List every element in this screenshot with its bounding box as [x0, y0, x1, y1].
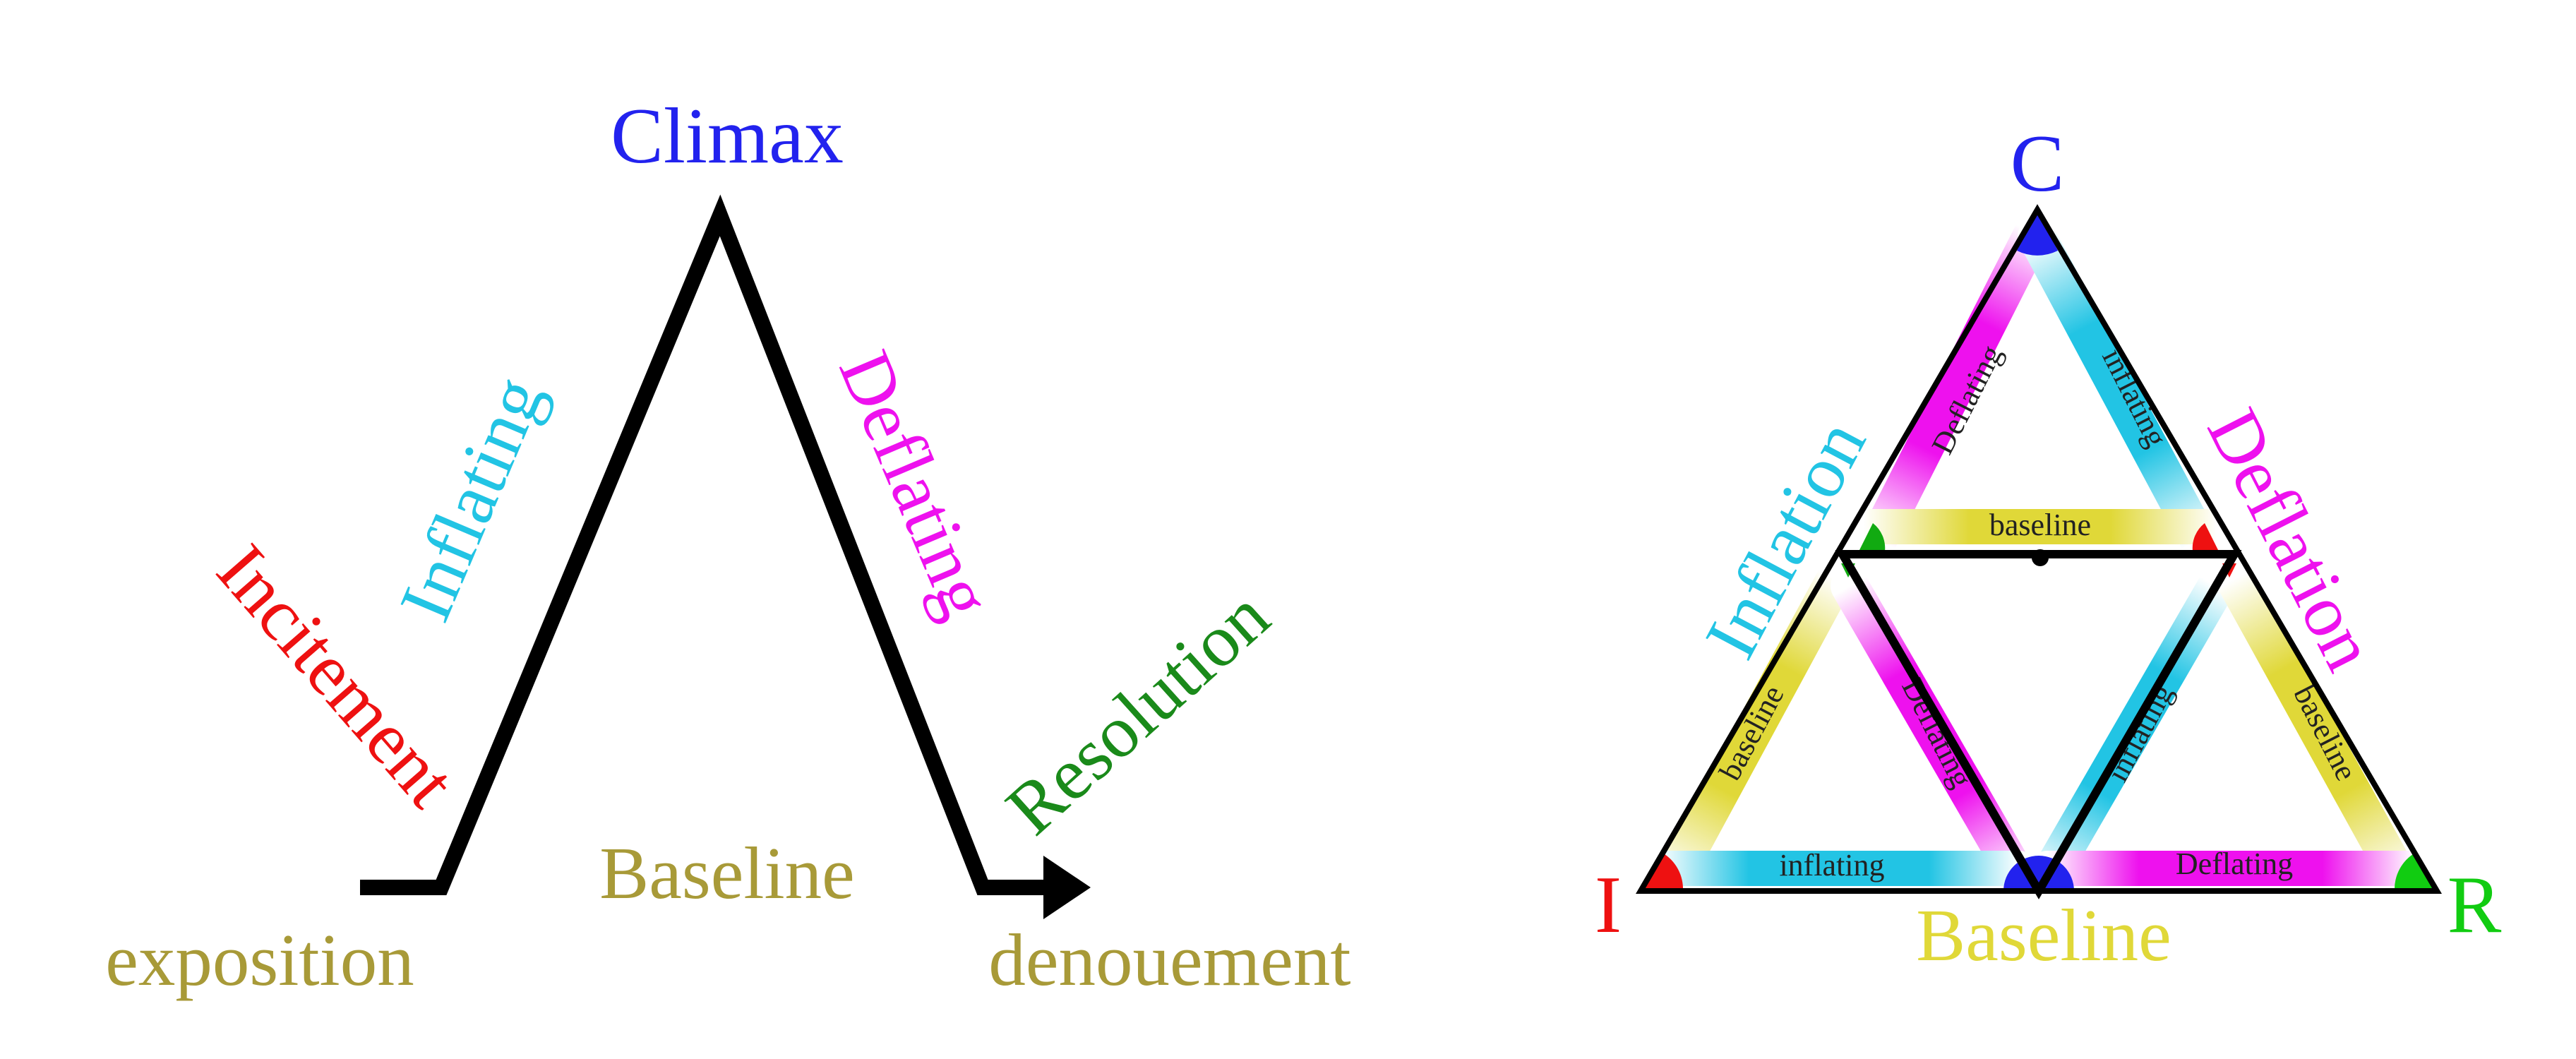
exposition-label: exposition	[105, 919, 414, 1001]
climax-label: Climax	[611, 92, 844, 180]
band-bottom-left-base-label: inflating	[1779, 848, 1884, 882]
corner-marker-r	[2394, 853, 2437, 891]
denouement-label: denouement	[988, 919, 1350, 1001]
resolution-label: Resolution	[990, 574, 1284, 850]
corner-marker-left-upper	[1859, 523, 1886, 551]
vertex-i-label: I	[1595, 860, 1622, 950]
band-top-right: inflating	[2018, 217, 2218, 559]
corner-marker-i	[1641, 853, 1684, 891]
corner-marker-right-upper	[2192, 523, 2219, 551]
band-bottom-right-base: Deflating	[2030, 846, 2432, 886]
plot-arc-arrowhead	[1043, 856, 1091, 919]
plot-arc-line	[360, 194, 1045, 895]
baseline-bottom-label: Baseline	[1916, 894, 2171, 976]
band-bottom-left-right: Deflating	[1831, 567, 2038, 898]
band-top-base: baseline	[1846, 508, 2234, 544]
band-top-base-label: baseline	[1989, 508, 2091, 542]
plot-arc-diagram: Climax Inflating Deflating Incitement Re…	[105, 92, 1350, 1001]
triangle-diagram: Deflating inflating baseline baseline De…	[1595, 119, 2502, 976]
top-center-dot	[2032, 549, 2049, 566]
corner-marker-c	[2017, 210, 2058, 256]
baseline-label: Baseline	[599, 832, 855, 914]
band-top-left: Deflating	[1859, 214, 2052, 559]
vertex-r-label: R	[2448, 860, 2502, 950]
band-bottom-right-base-label: Deflating	[2176, 846, 2293, 881]
vertex-c-label: C	[2011, 119, 2065, 208]
deflating-label: Deflating	[823, 340, 1009, 630]
inflating-label: Inflating	[383, 365, 559, 633]
band-bottom-left-base: inflating	[1641, 848, 2037, 886]
inner-triangle	[1835, 550, 2242, 899]
